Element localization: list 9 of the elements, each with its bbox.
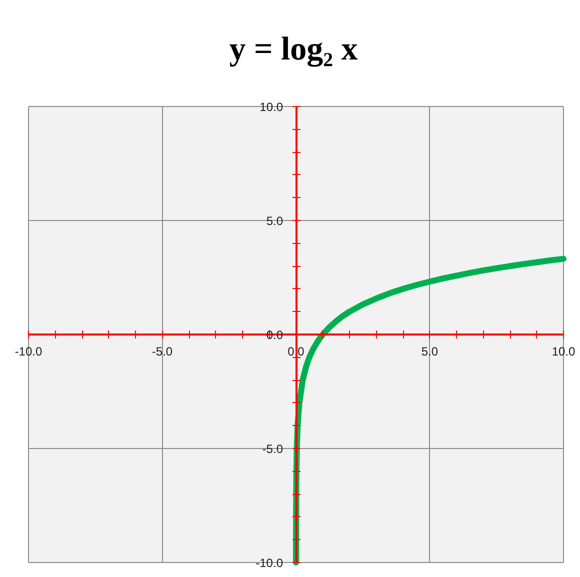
chart-title: y = log₂ x (229, 32, 358, 68)
x-tick-label: -10.0 (14, 344, 42, 358)
y-tick-label: -5.0 (262, 442, 284, 456)
x-tick-label: 5.0 (421, 344, 438, 358)
x-tick-label: -5.0 (152, 344, 173, 358)
y-tick-label: 5.0 (266, 214, 284, 228)
y-tick-label: 10.0 (260, 100, 284, 114)
x-tick-label: 10.0 (552, 344, 576, 358)
y-tick-label: -10.0 (256, 556, 284, 570)
